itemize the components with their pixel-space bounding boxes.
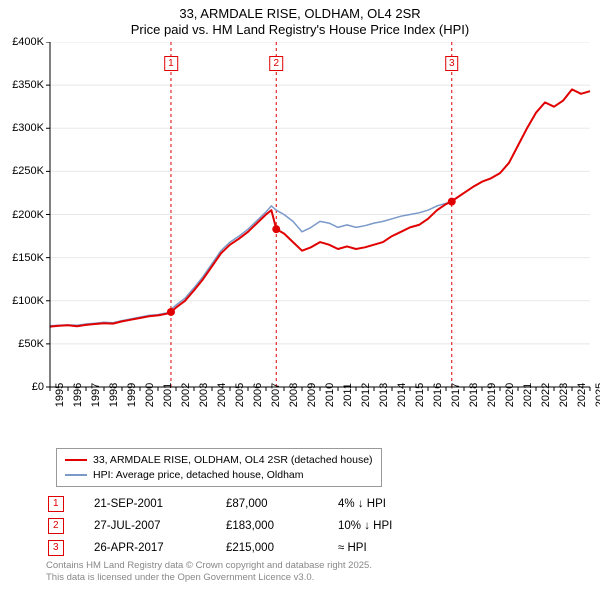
x-tick-label: 1996 bbox=[72, 383, 84, 407]
x-tick-label: 2023 bbox=[558, 383, 570, 407]
legend-item-property: 33, ARMDALE RISE, OLDHAM, OL4 2SR (detac… bbox=[65, 453, 373, 468]
y-tick-label: £250K bbox=[12, 165, 44, 177]
event-date: 27-JUL-2007 bbox=[94, 516, 224, 536]
y-tick-label: £0 bbox=[32, 381, 44, 393]
x-tick-label: 2006 bbox=[252, 383, 264, 407]
event-number: 2 bbox=[48, 518, 64, 534]
y-tick-label: £50K bbox=[18, 338, 44, 350]
table-row: 3 26-APR-2017 £215,000 ≈ HPI bbox=[48, 538, 448, 558]
event-marker-label: 2 bbox=[269, 56, 283, 71]
x-tick-label: 2008 bbox=[288, 383, 300, 407]
legend: 33, ARMDALE RISE, OLDHAM, OL4 2SR (detac… bbox=[56, 448, 382, 487]
x-tick-label: 2012 bbox=[360, 383, 372, 407]
x-tick-label: 1998 bbox=[108, 383, 120, 407]
x-tick-label: 2005 bbox=[234, 383, 246, 407]
event-date: 26-APR-2017 bbox=[94, 538, 224, 558]
event-marker-label: 1 bbox=[164, 56, 178, 71]
y-tick-label: £100K bbox=[12, 295, 44, 307]
event-number: 3 bbox=[48, 540, 64, 556]
x-tick-label: 2024 bbox=[576, 383, 588, 407]
x-tick-label: 2017 bbox=[450, 383, 462, 407]
event-price: £87,000 bbox=[226, 494, 336, 514]
chart-container: 33, ARMDALE RISE, OLDHAM, OL4 2SR Price … bbox=[0, 0, 600, 590]
title-subtitle: Price paid vs. HM Land Registry's House … bbox=[0, 22, 600, 38]
y-tick-label: £350K bbox=[12, 79, 44, 91]
table-row: 2 27-JUL-2007 £183,000 10% ↓ HPI bbox=[48, 516, 448, 536]
x-tick-label: 2021 bbox=[522, 383, 534, 407]
x-tick-label: 1999 bbox=[126, 383, 138, 407]
x-tick-label: 2010 bbox=[324, 383, 336, 407]
legend-swatch-property bbox=[65, 459, 87, 461]
y-tick-label: £300K bbox=[12, 122, 44, 134]
x-tick-label: 2009 bbox=[306, 383, 318, 407]
legend-item-hpi: HPI: Average price, detached house, Oldh… bbox=[65, 468, 373, 483]
attribution-line1: Contains HM Land Registry data © Crown c… bbox=[46, 560, 372, 572]
x-tick-label: 2022 bbox=[540, 383, 552, 407]
x-tick-label: 2025 bbox=[594, 383, 600, 407]
chart-title: 33, ARMDALE RISE, OLDHAM, OL4 2SR Price … bbox=[0, 0, 600, 39]
x-tick-label: 2016 bbox=[432, 383, 444, 407]
x-tick-label: 2019 bbox=[486, 383, 498, 407]
x-tick-label: 2018 bbox=[468, 383, 480, 407]
table-row: 1 21-SEP-2001 £87,000 4% ↓ HPI bbox=[48, 494, 448, 514]
attribution-line2: This data is licensed under the Open Gov… bbox=[46, 572, 372, 584]
x-tick-label: 2015 bbox=[414, 383, 426, 407]
legend-label-property: 33, ARMDALE RISE, OLDHAM, OL4 2SR (detac… bbox=[93, 453, 373, 468]
x-tick-label: 2003 bbox=[198, 383, 210, 407]
y-tick-label: £150K bbox=[12, 252, 44, 264]
event-stat: ≈ HPI bbox=[338, 538, 448, 558]
events-table: 1 21-SEP-2001 £87,000 4% ↓ HPI 2 27-JUL-… bbox=[46, 492, 450, 560]
title-address: 33, ARMDALE RISE, OLDHAM, OL4 2SR bbox=[0, 6, 600, 22]
chart-plot bbox=[0, 42, 600, 402]
y-tick-label: £200K bbox=[12, 209, 44, 221]
event-marker-label: 3 bbox=[445, 56, 459, 71]
event-price: £215,000 bbox=[226, 538, 336, 558]
x-tick-label: 2007 bbox=[270, 383, 282, 407]
x-tick-label: 2011 bbox=[342, 383, 354, 407]
event-price: £183,000 bbox=[226, 516, 336, 536]
legend-label-hpi: HPI: Average price, detached house, Oldh… bbox=[93, 468, 304, 483]
event-date: 21-SEP-2001 bbox=[94, 494, 224, 514]
legend-swatch-hpi bbox=[65, 474, 87, 476]
x-tick-label: 2004 bbox=[216, 383, 228, 407]
x-tick-label: 1997 bbox=[90, 383, 102, 407]
x-tick-label: 1995 bbox=[54, 383, 66, 407]
x-tick-label: 2014 bbox=[396, 383, 408, 407]
x-tick-label: 2001 bbox=[162, 383, 174, 407]
event-stat: 10% ↓ HPI bbox=[338, 516, 448, 536]
event-stat: 4% ↓ HPI bbox=[338, 494, 448, 514]
x-tick-label: 2002 bbox=[180, 383, 192, 407]
x-tick-label: 2013 bbox=[378, 383, 390, 407]
y-tick-label: £400K bbox=[12, 36, 44, 48]
x-tick-label: 2000 bbox=[144, 383, 156, 407]
x-tick-label: 2020 bbox=[504, 383, 516, 407]
event-number: 1 bbox=[48, 496, 64, 512]
attribution: Contains HM Land Registry data © Crown c… bbox=[46, 560, 372, 584]
